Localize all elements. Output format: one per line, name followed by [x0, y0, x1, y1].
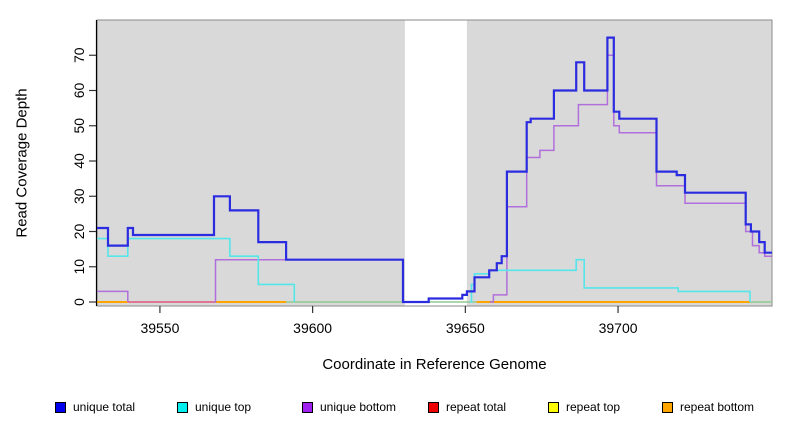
gap-band [404, 20, 467, 306]
legend-swatch [548, 401, 559, 413]
legend-swatch [302, 401, 313, 413]
legend-label: repeat bottom [680, 400, 755, 414]
y-tick-label: 30 [71, 188, 87, 204]
legend-swatch [428, 401, 439, 413]
y-tick-label: 20 [71, 224, 87, 240]
legend-item-repeat-total: repeat total [428, 398, 506, 416]
legend-item-unique-top: unique top [177, 398, 251, 416]
x-tick-label: 39550 [140, 320, 179, 336]
legend-label: repeat top [566, 400, 621, 414]
x-tick-label: 39600 [293, 320, 332, 336]
y-tick-label: 70 [71, 47, 87, 63]
x-tick-label: 39700 [599, 320, 638, 336]
y-tick-label: 40 [71, 153, 87, 169]
series-unique-bottom [97, 290, 129, 302]
series-unique-total [97, 36, 772, 304]
legend-label: unique top [195, 400, 252, 414]
legend-label: unique bottom [320, 400, 397, 414]
legend-swatch [662, 401, 673, 413]
legend-item-repeat-bottom: repeat bottom [662, 398, 754, 416]
x-tick-label: 39650 [446, 320, 485, 336]
y-axis-title: Read Coverage Depth [13, 88, 31, 238]
y-tick-label: 60 [71, 83, 87, 99]
series-unique-top [469, 258, 751, 303]
y-tick-label: 10 [71, 259, 87, 275]
legend-swatch [55, 401, 66, 413]
legend-label: unique total [73, 400, 136, 414]
series-unique-top [97, 237, 296, 302]
legend: unique total unique top unique bottom repea… [0, 398, 792, 420]
y-tick-label: 50 [71, 118, 87, 134]
legend-item-unique-bottom: unique bottom [302, 398, 396, 416]
y-tick-label: 0 [71, 298, 87, 306]
legend-swatch [177, 401, 188, 413]
plot-svg: 39550 39600 39650 39700 0 10 20 30 40 50 60 70 [71, 19, 773, 336]
legend-item-unique-total: unique total [55, 398, 135, 416]
legend-label: repeat total [446, 400, 507, 414]
legend-item-repeat-top: repeat top [548, 398, 620, 416]
x-axis-title: Coordinate in Reference Genome [322, 356, 547, 373]
